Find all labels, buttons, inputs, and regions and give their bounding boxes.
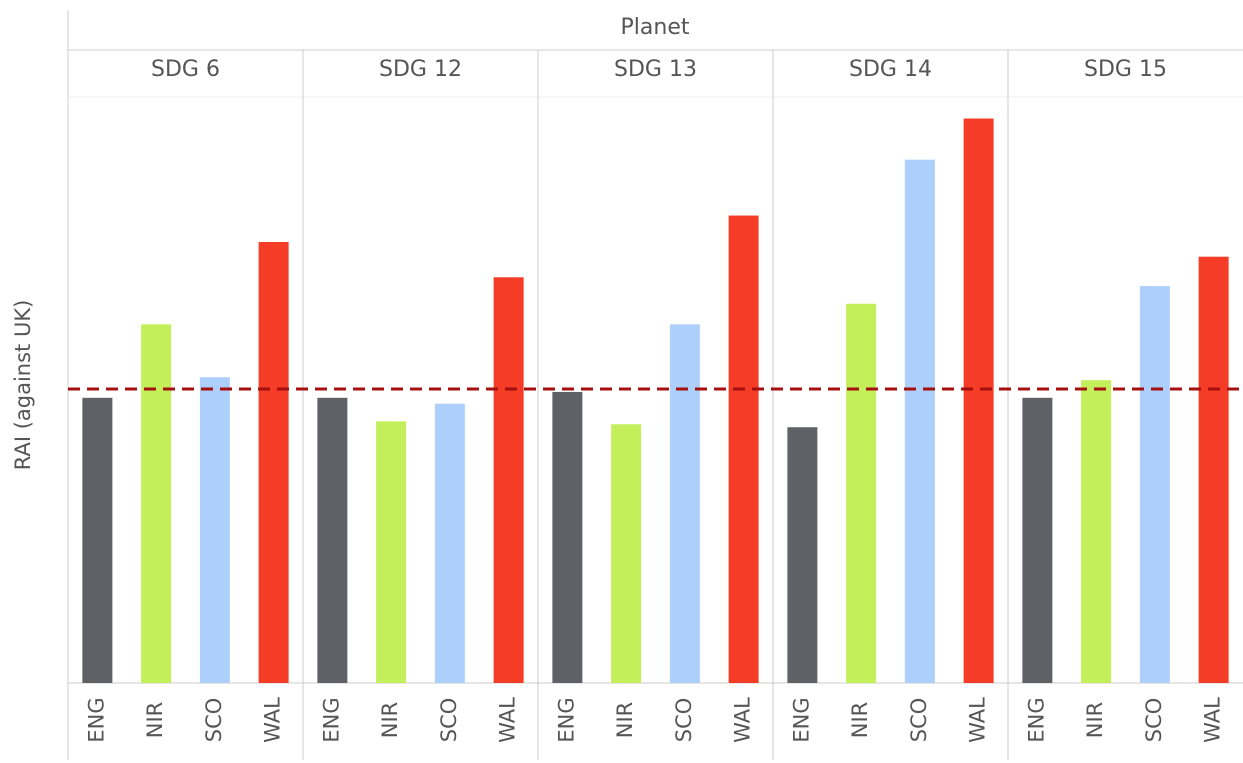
x-tick-label: NIR — [143, 702, 167, 739]
x-tick-label: ENG — [84, 697, 108, 742]
bar — [376, 421, 407, 683]
bar — [552, 391, 583, 683]
chart-title: Planet — [621, 15, 690, 40]
bar — [434, 403, 465, 683]
x-tick-label: SCO — [672, 698, 696, 743]
x-tick-label: WAL — [496, 697, 520, 743]
panel-label: SDG 14 — [849, 57, 932, 82]
bar — [846, 303, 877, 683]
bar — [963, 118, 994, 683]
bar — [1198, 256, 1229, 683]
bar — [669, 324, 700, 683]
x-tick-label: WAL — [966, 697, 990, 743]
panel-label: SDG 15 — [1084, 57, 1167, 82]
panel-label: SDG 6 — [151, 57, 220, 82]
bar — [611, 424, 642, 683]
x-tick-label: ENG — [319, 697, 343, 742]
bar — [141, 324, 172, 683]
x-tick-label: SCO — [907, 698, 931, 743]
x-tick-label: NIR — [613, 702, 637, 739]
bar — [199, 377, 230, 683]
x-tick-label: NIR — [378, 702, 402, 739]
x-tick-label: WAL — [1201, 697, 1225, 743]
x-tick-label: ENG — [554, 697, 578, 742]
x-tick-label: SCO — [202, 698, 226, 743]
bar — [1081, 380, 1112, 683]
y-axis-label: RAI (against UK) — [11, 300, 35, 471]
bar — [493, 277, 524, 683]
bar — [82, 397, 113, 683]
bar — [1139, 286, 1170, 683]
bar — [904, 159, 935, 683]
panel-label: SDG 12 — [379, 57, 462, 82]
x-tick-label: WAL — [731, 697, 755, 743]
panel-label: SDG 13 — [614, 57, 697, 82]
x-tick-label: WAL — [261, 697, 285, 743]
x-tick-label: NIR — [848, 702, 872, 739]
bar — [1022, 397, 1053, 683]
x-tick-label: SCO — [437, 698, 461, 743]
x-tick-label: ENG — [789, 697, 813, 742]
bar — [258, 242, 289, 683]
bar — [787, 427, 818, 683]
bar — [317, 397, 348, 683]
x-tick-label: ENG — [1024, 697, 1048, 742]
bar — [728, 215, 759, 684]
x-tick-label: NIR — [1083, 702, 1107, 739]
x-tick-label: SCO — [1142, 698, 1166, 743]
